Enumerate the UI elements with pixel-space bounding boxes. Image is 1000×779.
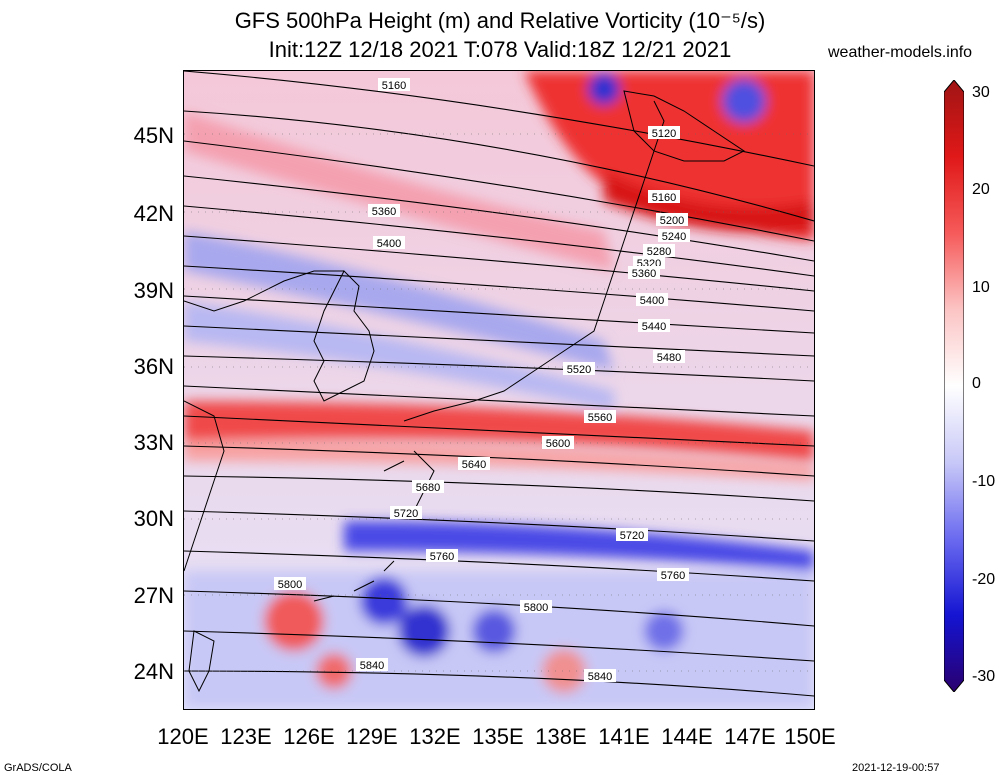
china-coastline [184, 270, 344, 572]
contour-label: 5120 [652, 128, 676, 140]
hokkaido-coastline [623, 90, 745, 162]
colorbar-tick: 10 [972, 279, 990, 296]
lat-label: 42N [133, 201, 174, 226]
contour-label-bg [373, 236, 405, 249]
lon-label: 132E [409, 724, 461, 749]
lat-label: 39N [133, 278, 174, 303]
contour-label-bg [520, 600, 552, 613]
contour-label-bg [648, 126, 680, 139]
contour-label: 5160 [652, 192, 676, 204]
contour-label-bg [458, 457, 490, 470]
colorbar-tick: -10 [972, 473, 996, 490]
lon-label: 126E [283, 724, 335, 749]
contour-label-bg [638, 319, 670, 332]
contour-label-bg [648, 190, 680, 203]
contour-label: 5720 [394, 508, 418, 520]
contour-label-bg [628, 266, 660, 279]
lon-label: 141E [598, 724, 650, 749]
contour-label-bg [563, 362, 595, 375]
lon-label: 135E [472, 724, 524, 749]
contour-label: 5160 [382, 80, 406, 92]
contour-label-bg [356, 658, 388, 671]
lon-label: 120E [157, 724, 209, 749]
contour-label: 5360 [632, 268, 656, 280]
colorbar-tick: -30 [972, 668, 996, 685]
contour-label: 5840 [360, 660, 384, 672]
map-title: GFS 500hPa Height (m) and Relative Vorti… [234, 8, 766, 33]
map-canvas: 5160512051605200524052805320536053605400… [184, 71, 814, 709]
ryukyu-islands [313, 560, 395, 602]
contour-label: 5680 [416, 482, 440, 494]
contour-label: 5440 [642, 321, 666, 333]
lat-label: 27N [133, 583, 174, 608]
contour-label-bg [584, 410, 616, 423]
colorbar-tick: 0 [972, 375, 981, 392]
contour-label: 5400 [377, 238, 401, 250]
height-contours [184, 71, 814, 697]
contour-label: 5760 [430, 551, 454, 563]
grads-credit: GrADS/COLA [4, 762, 72, 774]
coastlines [184, 90, 745, 693]
contour-label-bg [616, 528, 648, 541]
lon-label: 129E [346, 724, 398, 749]
contour-label-bg [274, 577, 306, 590]
colorbar-tick: 30 [972, 84, 990, 101]
lat-label: 33N [133, 430, 174, 455]
contour-label: 5560 [588, 412, 612, 424]
lat-label: 45N [133, 123, 174, 148]
contour-label: 5760 [661, 570, 685, 582]
contour-label-bg [636, 293, 668, 306]
contour-label-bg [656, 213, 688, 226]
taiwan-coastline [188, 630, 215, 693]
map-subtitle: Init:12Z 12/18 2021 T:078 Valid:18Z 12/2… [268, 37, 732, 62]
contour-label-bg [657, 568, 689, 581]
contour-label: 5520 [567, 364, 591, 376]
colorbar-tick: -20 [972, 571, 996, 588]
contour-label-bg [368, 204, 400, 217]
lon-label: 150E [784, 724, 836, 749]
contour-labels: 5160512051605200524052805320536053605400… [274, 78, 690, 683]
contour-label-bg [653, 350, 685, 363]
lon-label: 147E [724, 724, 776, 749]
colorbar [944, 80, 964, 692]
contour-label-bg [378, 78, 410, 91]
lon-label: 138E [535, 724, 587, 749]
lat-label: 30N [133, 506, 174, 531]
vorticity-field [184, 71, 814, 709]
lon-label: 123E [220, 724, 272, 749]
contour-label: 5600 [546, 438, 570, 450]
grid-dots [184, 133, 814, 672]
contour-label: 5480 [657, 352, 681, 364]
contour-label-bg [584, 669, 616, 682]
contour-label-bg [658, 229, 690, 242]
vorticity-map: 5160 5120 5160 5200 5240 5280 5320 5360 5360 5400… [183, 70, 815, 710]
lat-label: 36N [133, 354, 174, 379]
contour-label: 5720 [620, 530, 644, 542]
contour-label: 5240 [662, 231, 686, 243]
contour-label-bg [643, 244, 675, 257]
lon-label: 144E [661, 724, 713, 749]
contour-label: 5200 [660, 215, 684, 227]
contour-label-bg [426, 549, 458, 562]
source-label: weather-models.info [828, 44, 973, 61]
contour-label-bg [633, 256, 665, 269]
contour-label-bg [412, 480, 444, 493]
contour-label-bg [390, 506, 422, 519]
generated-timestamp: 2021-12-19-00:57 [852, 762, 940, 774]
contour-label: 5640 [462, 459, 486, 471]
contour-label: 5800 [524, 602, 548, 614]
contour-label-bg [542, 436, 574, 449]
contour-label: 5360 [372, 206, 396, 218]
lat-label: 24N [133, 659, 174, 684]
colorbar-tick: 20 [972, 181, 990, 198]
contour-label: 5800 [278, 579, 302, 591]
contour-label: 5840 [588, 671, 612, 683]
contour-label: 5280 [647, 246, 671, 258]
contour-label: 5400 [640, 295, 664, 307]
korea-coastline [313, 270, 375, 402]
